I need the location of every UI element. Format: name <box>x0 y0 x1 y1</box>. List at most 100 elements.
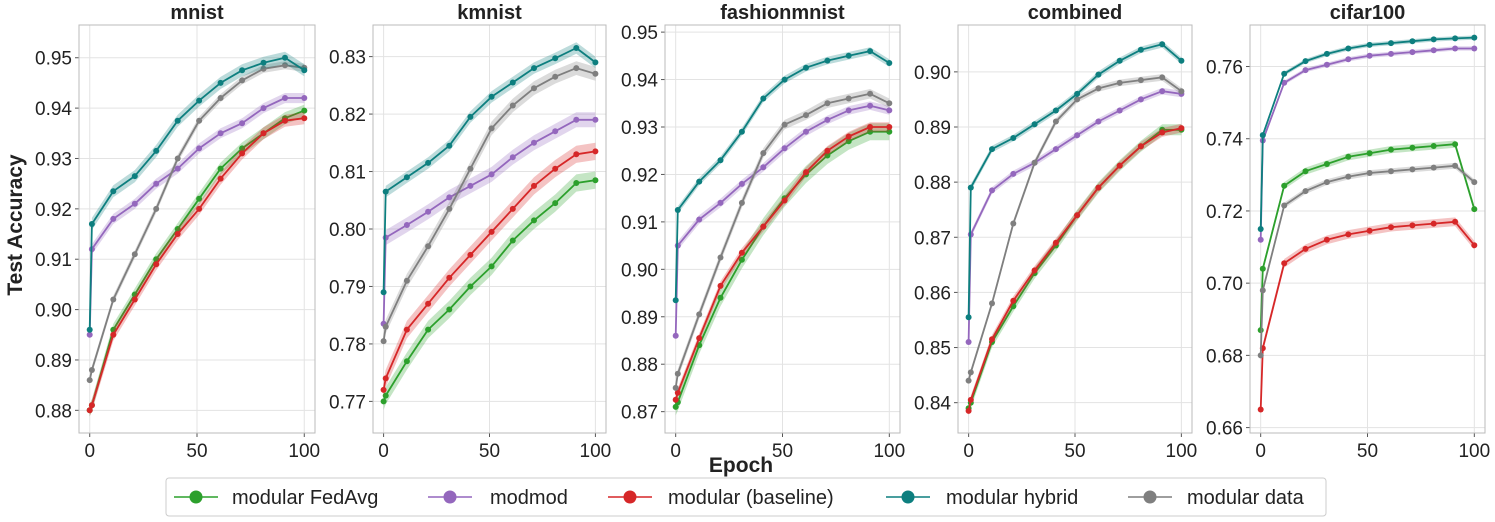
data-point <box>1388 224 1394 231</box>
data-point <box>380 386 387 393</box>
data-point <box>803 169 809 176</box>
data-point <box>824 100 831 107</box>
data-point <box>867 128 874 135</box>
data-point <box>592 177 599 184</box>
y-tick-label: 0.90 <box>35 301 72 322</box>
data-point <box>1366 150 1373 157</box>
data-point <box>86 331 93 338</box>
data-point <box>382 188 389 195</box>
plot-frame <box>78 24 316 434</box>
confidence-band <box>89 51 305 336</box>
plot-frame <box>372 24 607 434</box>
data-point <box>1281 260 1288 267</box>
y-tick-label: 0.93 <box>35 149 72 170</box>
data-point <box>886 100 893 107</box>
data-point <box>282 62 288 69</box>
data-point <box>1323 161 1330 167</box>
data-point <box>110 188 117 195</box>
data-point <box>1452 141 1459 148</box>
y-tick-label: 0.85 <box>914 339 951 360</box>
y-tick-label: 0.78 <box>329 335 366 356</box>
y-tick-label: 0.92 <box>35 200 72 221</box>
y-tick-label: 0.87 <box>914 228 951 249</box>
legend-entry-modular-fedavg: modular FedAvg <box>174 487 378 509</box>
data-point <box>803 128 809 135</box>
data-point <box>672 396 679 403</box>
data-point <box>1345 153 1352 160</box>
series-line <box>382 47 596 293</box>
data-point <box>425 326 432 333</box>
data-point <box>403 277 410 284</box>
data-point <box>282 54 288 61</box>
subplot-title: fashionmnist <box>720 2 845 24</box>
data-point <box>488 125 495 132</box>
y-tick-label: 0.68 <box>1206 346 1243 367</box>
data-point <box>403 174 410 181</box>
legend-marker <box>901 490 915 504</box>
data-point <box>845 133 852 140</box>
data-point <box>1430 143 1437 149</box>
data-point <box>509 102 516 109</box>
data-point <box>803 112 809 119</box>
data-point <box>1137 46 1144 53</box>
series-modular-baseline <box>965 123 1185 416</box>
data-point <box>989 300 995 307</box>
data-point <box>1010 220 1017 227</box>
data-point <box>1302 188 1309 195</box>
data-point <box>86 407 93 414</box>
data-point <box>531 217 537 224</box>
series-modular-data <box>1257 162 1478 359</box>
y-tick-label: 0.91 <box>621 213 658 234</box>
data-point <box>260 105 267 112</box>
data-point <box>1302 67 1309 74</box>
y-tick-label: 0.74 <box>1206 130 1243 151</box>
series-line <box>1259 47 1475 240</box>
data-point <box>1095 85 1102 92</box>
data-point <box>239 67 246 74</box>
subplot-title: mnist <box>170 2 224 24</box>
data-point <box>131 251 138 258</box>
data-point <box>131 200 138 207</box>
data-point <box>967 369 974 376</box>
series-line <box>382 179 596 402</box>
y-axis-label: Test Accuracy <box>4 154 27 296</box>
x-tick-label: 0 <box>378 441 389 462</box>
data-point <box>488 93 495 100</box>
data-point <box>488 228 495 235</box>
confidence-band <box>383 42 596 299</box>
data-point <box>1095 118 1102 125</box>
x-tick-label: 100 <box>288 441 320 462</box>
data-point <box>1302 58 1309 65</box>
data-point <box>1052 146 1059 153</box>
data-point <box>1052 107 1059 114</box>
subplot-title: cifar100 <box>1330 2 1406 24</box>
data-point <box>760 164 767 171</box>
series-modular-baseline <box>672 122 893 405</box>
legend-marker <box>623 490 637 504</box>
data-point <box>592 59 599 66</box>
data-point <box>696 178 703 185</box>
data-point <box>1430 36 1437 43</box>
data-point <box>239 77 246 84</box>
series-line <box>674 104 890 336</box>
data-point <box>1257 226 1264 232</box>
series-line <box>1259 143 1476 331</box>
data-point <box>824 147 831 154</box>
data-point <box>153 180 160 187</box>
data-point <box>174 231 181 237</box>
data-point <box>989 336 995 343</box>
x-tick-label: 50 <box>772 441 793 462</box>
data-point <box>1345 173 1352 180</box>
subplot-kmnist: 0.77 0.78 0.79 0.80 0.81 0.82 0.83 0 50 100 kmnist <box>329 2 611 462</box>
data-point <box>425 159 432 166</box>
series-line <box>1259 220 1475 410</box>
y-tick-label: 0.94 <box>35 99 72 120</box>
y-tick-label: 0.94 <box>621 71 658 92</box>
data-point <box>196 117 203 124</box>
data-point <box>696 311 703 318</box>
x-tick-label: 0 <box>963 441 974 462</box>
data-point <box>845 52 852 59</box>
series-modular-baseline <box>380 142 599 399</box>
data-point <box>1010 297 1017 304</box>
